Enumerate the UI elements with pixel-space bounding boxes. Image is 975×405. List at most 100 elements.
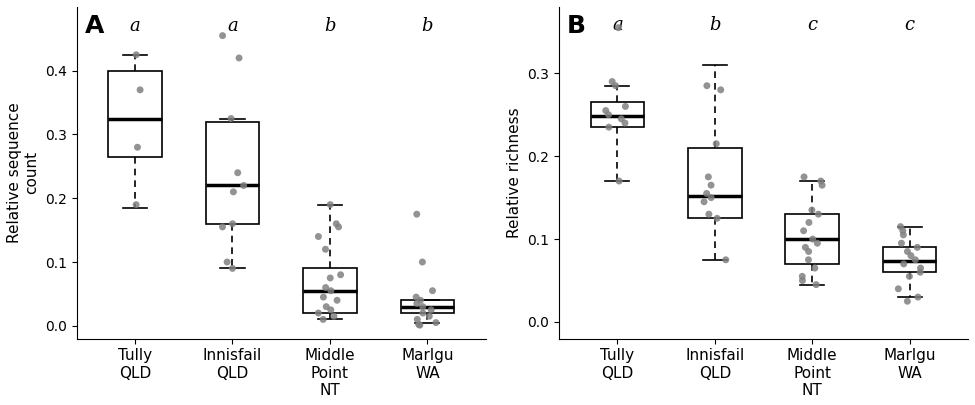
Point (409, 211, 424, 217)
Point (804, 207, 820, 213)
Point (795, 273, 810, 279)
Text: b: b (324, 17, 335, 34)
Point (795, 277, 810, 284)
Point (133, 87, 148, 93)
Point (814, 182, 830, 188)
Bar (591, 102, 644, 127)
Point (331, 224, 346, 230)
Text: B: B (567, 14, 586, 38)
Point (315, 316, 331, 323)
Point (890, 286, 906, 292)
Point (613, 115, 629, 122)
Point (800, 256, 816, 263)
Text: b: b (421, 17, 433, 34)
Point (801, 219, 817, 226)
Point (214, 32, 230, 39)
Point (224, 220, 240, 227)
Point (617, 103, 633, 110)
Point (230, 170, 246, 176)
Point (332, 271, 348, 278)
Point (601, 111, 616, 118)
Point (318, 246, 333, 252)
Point (129, 201, 144, 208)
Point (696, 198, 712, 205)
Point (323, 307, 338, 313)
Point (809, 240, 825, 246)
Text: c: c (807, 16, 817, 34)
Point (903, 252, 918, 259)
Point (699, 190, 715, 197)
Point (412, 322, 428, 328)
Bar (401, 300, 454, 313)
Point (913, 269, 928, 275)
Point (410, 316, 425, 323)
Point (808, 281, 824, 288)
Point (796, 228, 811, 234)
Point (807, 265, 823, 271)
Point (214, 224, 230, 230)
Point (913, 265, 928, 271)
Bar (108, 71, 162, 157)
Point (611, 178, 627, 184)
Bar (882, 247, 936, 272)
Point (797, 174, 812, 180)
Point (219, 259, 235, 265)
Point (617, 120, 633, 126)
Point (701, 211, 717, 217)
Text: c: c (905, 16, 915, 34)
Point (895, 228, 911, 234)
Text: a: a (227, 17, 238, 34)
Point (709, 141, 724, 147)
Point (800, 248, 816, 255)
Bar (688, 148, 742, 218)
Point (236, 182, 252, 189)
Point (311, 310, 327, 316)
Point (323, 275, 338, 281)
Point (610, 24, 626, 31)
Point (415, 310, 431, 316)
Point (703, 194, 719, 201)
Point (805, 236, 821, 242)
Point (893, 224, 909, 230)
Point (703, 182, 719, 188)
Point (225, 189, 241, 195)
Y-axis label: Relative sequence
count: Relative sequence count (7, 102, 39, 243)
Point (601, 124, 616, 130)
Point (598, 107, 613, 114)
Y-axis label: Relative richness: Relative richness (507, 107, 522, 238)
Point (421, 313, 437, 320)
Point (311, 233, 327, 240)
Point (323, 201, 338, 208)
Point (604, 78, 620, 85)
Point (709, 215, 724, 222)
Point (129, 51, 144, 58)
Point (607, 83, 623, 89)
Point (900, 298, 916, 305)
Point (415, 303, 431, 310)
Point (894, 240, 910, 246)
Text: a: a (612, 16, 623, 34)
Point (410, 300, 425, 307)
Point (224, 265, 240, 272)
Point (231, 55, 247, 61)
Text: a: a (130, 17, 140, 34)
Point (318, 284, 333, 291)
Point (908, 256, 923, 263)
Bar (206, 122, 259, 224)
Point (327, 313, 342, 320)
Point (330, 297, 345, 303)
Point (414, 259, 430, 265)
Point (810, 211, 826, 217)
Point (329, 220, 344, 227)
Text: A: A (85, 14, 104, 38)
Point (425, 288, 441, 294)
Point (428, 320, 444, 326)
Point (410, 321, 426, 328)
Point (718, 256, 733, 263)
Text: b: b (709, 16, 721, 34)
Bar (303, 269, 357, 313)
Point (701, 174, 717, 180)
Point (902, 273, 917, 279)
Point (911, 294, 926, 301)
Point (910, 244, 925, 251)
